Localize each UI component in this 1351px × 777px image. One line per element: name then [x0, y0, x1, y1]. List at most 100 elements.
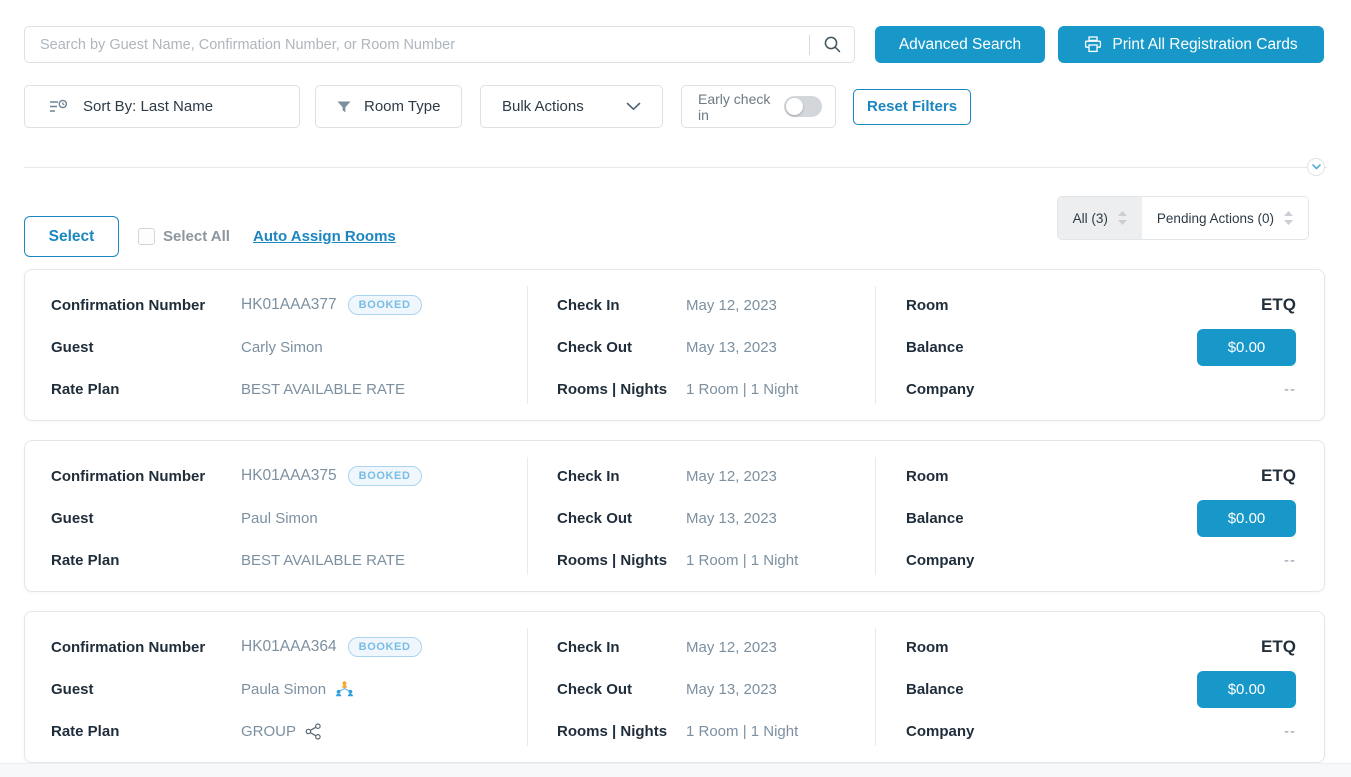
search-button[interactable] — [823, 35, 842, 54]
confirmation-number-value[interactable]: HK01AAA364 — [241, 638, 337, 655]
room-code: ETQ — [1261, 466, 1296, 485]
search-input[interactable] — [40, 36, 809, 53]
balance-button[interactable]: $0.00 — [1197, 670, 1296, 708]
print-all-label: Print All Registration Cards — [1112, 35, 1298, 53]
company-label: Company — [906, 551, 975, 569]
status-badge: BOOKED — [347, 466, 422, 486]
column-divider — [875, 628, 876, 746]
rooms-nights-label: Rooms | Nights — [557, 722, 668, 740]
company-value: -- — [1284, 551, 1296, 569]
advanced-search-button[interactable]: Advanced Search — [875, 26, 1045, 63]
card-identity-column: Confirmation Number HK01AAA364 BOOKED Gu… — [25, 612, 527, 762]
page-bottom-strip — [0, 763, 1351, 777]
column-divider — [527, 457, 528, 575]
sorter-icon — [1117, 211, 1127, 225]
rate-plan-value: BEST AVAILABLE RATE — [241, 380, 405, 398]
selection-controls: Select Select All Auto Assign Rooms — [24, 216, 396, 257]
tab-pending-actions-label: Pending Actions (0) — [1156, 210, 1274, 226]
balance-label: Balance — [906, 338, 964, 356]
rooms-nights-label: Rooms | Nights — [557, 551, 668, 569]
rate-plan-value: GROUP — [241, 722, 297, 740]
balance-label: Balance — [906, 680, 964, 698]
room-code: ETQ — [1261, 637, 1296, 656]
sort-by-dropdown[interactable]: Sort By: Last Name — [24, 85, 300, 128]
room-type-filter[interactable]: Room Type — [315, 85, 462, 128]
sort-by-label: Sort By: Last Name — [83, 98, 214, 115]
printer-icon — [1085, 36, 1102, 53]
confirmation-number-value[interactable]: HK01AAA375 — [241, 467, 337, 484]
reservation-card[interactable]: Confirmation Number HK01AAA364 BOOKED Gu… — [24, 611, 1325, 763]
chevron-down-icon — [626, 102, 641, 110]
early-check-in-toggle[interactable] — [784, 96, 822, 117]
check-in-label: Check In — [557, 296, 620, 314]
search-row: Advanced Search Print All Registration C… — [0, 0, 1351, 63]
room-label: Room — [906, 638, 949, 656]
column-divider — [875, 286, 876, 404]
check-in-label: Check In — [557, 467, 620, 485]
search-icon — [824, 36, 841, 53]
confirmation-number-label: Confirmation Number — [51, 638, 206, 656]
company-label: Company — [906, 380, 975, 398]
toggle-knob — [786, 98, 803, 115]
bulk-actions-dropdown[interactable]: Bulk Actions — [480, 85, 663, 128]
company-label: Company — [906, 722, 975, 740]
sort-by-time-icon — [50, 99, 68, 112]
select-all-label: Select All — [163, 228, 230, 245]
guest-name: Paul Simon — [241, 509, 318, 527]
rooms-nights-value: 1 Room | 1 Night — [686, 380, 799, 398]
group-hierarchy-icon — [336, 680, 354, 696]
confirmation-number-label: Confirmation Number — [51, 296, 206, 314]
card-room-column: Room ETQ Balance $0.00 Company -- — [876, 612, 1324, 762]
rate-plan-label: Rate Plan — [51, 380, 120, 398]
card-stay-column: Check In May 12, 2023 Check Out May 13, … — [528, 441, 875, 591]
room-code: ETQ — [1261, 295, 1296, 314]
column-divider — [875, 457, 876, 575]
tab-all-label: All (3) — [1072, 210, 1108, 226]
select-all-control: Select All — [138, 228, 230, 245]
reset-filters-button[interactable]: Reset Filters — [853, 88, 972, 125]
room-label: Room — [906, 296, 949, 314]
chevron-down-icon — [1311, 164, 1321, 170]
guest-label: Guest — [51, 680, 94, 698]
guest-name: Paula Simon — [241, 680, 327, 698]
reservation-card[interactable]: Confirmation Number HK01AAA377 BOOKED Gu… — [24, 269, 1325, 421]
auto-assign-rooms-link[interactable]: Auto Assign Rooms — [252, 228, 396, 245]
collapse-filters-button[interactable] — [1307, 158, 1325, 176]
confirmation-number-value[interactable]: HK01AAA377 — [241, 296, 337, 313]
reservation-card[interactable]: Confirmation Number HK01AAA375 BOOKED Gu… — [24, 440, 1325, 592]
print-all-registration-cards-button[interactable]: Print All Registration Cards — [1058, 26, 1324, 63]
select-all-checkbox[interactable] — [138, 228, 155, 245]
guest-label: Guest — [51, 509, 94, 527]
share-icon[interactable] — [305, 722, 322, 740]
confirmation-number-label: Confirmation Number — [51, 467, 206, 485]
select-button[interactable]: Select — [24, 216, 119, 257]
sorter-icon — [1284, 211, 1293, 225]
list-header: Select Select All Auto Assign Rooms All … — [0, 196, 1351, 257]
column-divider — [527, 628, 528, 746]
rate-plan-label: Rate Plan — [51, 722, 120, 740]
card-stay-column: Check In May 12, 2023 Check Out May 13, … — [528, 612, 875, 762]
tab-pending-actions[interactable]: Pending Actions (0) — [1141, 197, 1308, 239]
column-divider — [527, 286, 528, 404]
search-box — [24, 26, 855, 63]
rooms-nights-value: 1 Room | 1 Night — [686, 551, 799, 569]
rooms-nights-value: 1 Room | 1 Night — [686, 722, 799, 740]
rate-plan-label: Rate Plan — [51, 551, 120, 569]
check-out-date: May 13, 2023 — [686, 338, 777, 356]
balance-label: Balance — [906, 509, 964, 527]
check-in-label: Check In — [557, 638, 620, 656]
card-room-column: Room ETQ Balance $0.00 Company -- — [876, 270, 1324, 420]
rate-plan-value: BEST AVAILABLE RATE — [241, 551, 405, 569]
tab-all[interactable]: All (3) — [1057, 197, 1142, 239]
status-badge: BOOKED — [347, 637, 422, 657]
balance-button[interactable]: $0.00 — [1197, 499, 1296, 537]
company-value: -- — [1284, 380, 1296, 398]
filter-row: Sort By: Last Name Room Type Bulk Action… — [0, 63, 1351, 128]
balance-button[interactable]: $0.00 — [1197, 328, 1296, 366]
check-in-date: May 12, 2023 — [686, 467, 777, 485]
rooms-nights-label: Rooms | Nights — [557, 380, 668, 398]
check-in-date: May 12, 2023 — [686, 638, 777, 656]
check-out-label: Check Out — [557, 680, 633, 698]
room-label: Room — [906, 467, 949, 485]
